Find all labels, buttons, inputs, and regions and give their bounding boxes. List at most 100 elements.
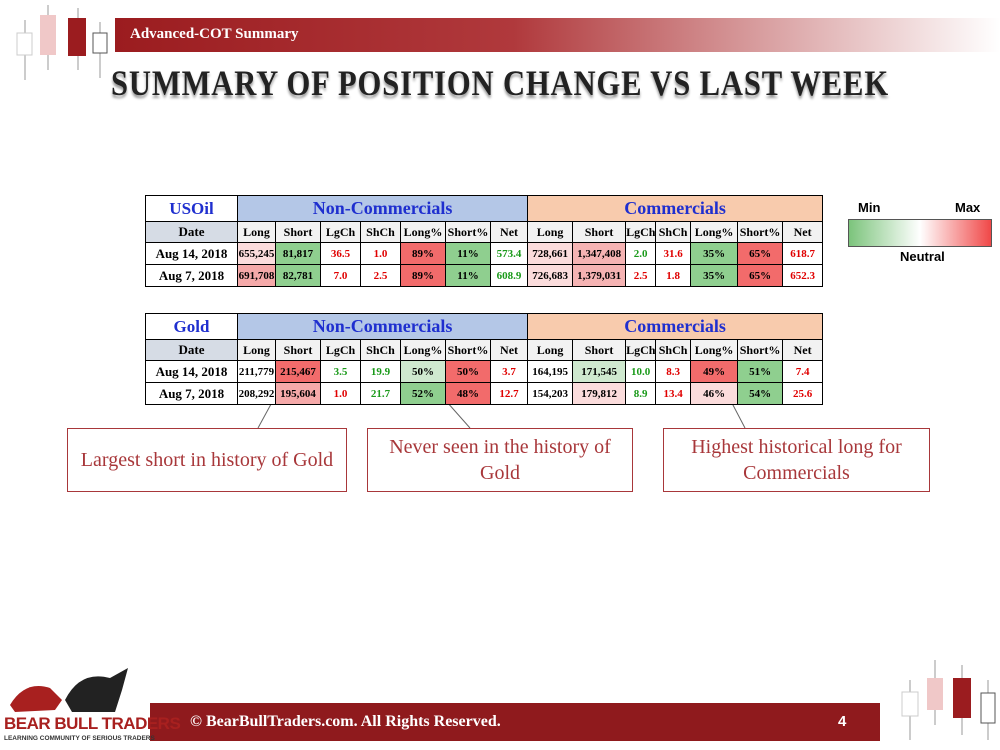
value-cell: 652.3 (782, 264, 824, 287)
column-header: Short% (445, 221, 491, 243)
value-cell: 36.5 (320, 242, 361, 265)
value-cell: 7.4 (782, 360, 824, 383)
value-cell: 7.0 (320, 264, 361, 287)
value-cell: 179,812 (572, 382, 627, 405)
value-cell: 3.7 (489, 360, 529, 383)
column-header: LgCh (320, 339, 361, 361)
value-cell: 8.3 (655, 360, 692, 383)
data-table: Gold Non-Commercials Commercials Date Long Sh… (145, 313, 824, 405)
column-header: LgCh (320, 221, 361, 243)
value-cell: 154,203 (527, 382, 574, 405)
group-row: USOil Non-Commercials Commercials (145, 195, 824, 222)
value-cell: 89% (400, 264, 446, 287)
legend-min: Min (858, 200, 881, 215)
value-cell: 11% (445, 264, 491, 287)
value-cell: 2.5 (625, 264, 657, 287)
value-cell: 10.0 (625, 360, 657, 383)
footer-bar (150, 703, 880, 741)
column-header: LgCh (625, 221, 657, 243)
date-cell: Aug 14, 2018 (145, 242, 238, 265)
column-header: Short% (737, 339, 784, 361)
value-cell: 82,781 (275, 264, 321, 287)
value-cell: 1.0 (360, 242, 401, 265)
column-header: Date (145, 339, 238, 361)
column-header: Net (782, 221, 824, 243)
value-cell: 1,379,031 (572, 264, 627, 287)
value-cell: 35% (690, 264, 739, 287)
column-header: Net (782, 339, 824, 361)
data-row: Aug 7, 2018 208,292 195,604 1.0 21.7 52% 48% 12… (145, 382, 824, 405)
table-name: Gold (145, 313, 238, 340)
column-row: Date Long Short LgCh ShCh Long% Short% Net Long S… (145, 221, 824, 243)
value-cell: 1.0 (320, 382, 361, 405)
slide-title: SUMMARY OF POSITION CHANGE VS LAST WEEK (111, 63, 889, 103)
column-header: Long% (400, 339, 446, 361)
date-cell: Aug 7, 2018 (145, 264, 238, 287)
group-header: Commercials (527, 313, 824, 340)
value-cell: 13.4 (655, 382, 692, 405)
column-header: Net (489, 339, 529, 361)
value-cell: 35% (690, 242, 739, 265)
group-row: Gold Non-Commercials Commercials (145, 313, 824, 340)
value-cell: 726,683 (527, 264, 574, 287)
data-row: Aug 14, 2018 211,779 215,467 3.5 19.9 50% 50% 3… (145, 360, 824, 383)
value-cell: 25.6 (782, 382, 824, 405)
value-cell: 211,779 (237, 360, 276, 383)
value-cell: 2.0 (625, 242, 657, 265)
legend-gradient (848, 219, 992, 247)
data-table: USOil Non-Commercials Commercials Date Long S… (145, 195, 824, 287)
callout: Largest short in history of Gold (67, 428, 347, 492)
value-cell: 655,245 (237, 242, 276, 265)
column-header: ShCh (360, 339, 401, 361)
legend-max: Max (955, 200, 981, 215)
value-cell: 195,604 (275, 382, 321, 405)
value-cell: 49% (690, 360, 739, 383)
logo-tagline: LEARNING COMMUNITY OF SERIOUS TRADERS (4, 735, 155, 742)
value-cell: 11% (445, 242, 491, 265)
value-cell: 51% (737, 360, 784, 383)
value-cell: 50% (400, 360, 446, 383)
logo-text: BEAR BULL TRADERS (4, 714, 181, 733)
column-header: Long (527, 221, 574, 243)
date-cell: Aug 7, 2018 (145, 382, 238, 405)
value-cell: 215,467 (275, 360, 321, 383)
column-header: Short (275, 339, 321, 361)
value-cell: 48% (445, 382, 491, 405)
value-cell: 8.9 (625, 382, 657, 405)
group-header: Non-Commercials (236, 195, 529, 222)
column-header: Short (572, 221, 627, 243)
value-cell: 1.8 (655, 264, 692, 287)
group-header: Commercials (527, 195, 824, 222)
callout: Never seen in the history of Gold (367, 428, 633, 492)
value-cell: 21.7 (360, 382, 401, 405)
value-cell: 52% (400, 382, 446, 405)
column-header: Date (145, 221, 238, 243)
header-banner (115, 18, 1000, 52)
column-header: Short% (445, 339, 491, 361)
value-cell: 89% (400, 242, 446, 265)
value-cell: 46% (690, 382, 739, 405)
value-cell: 3.5 (320, 360, 361, 383)
table-name: USOil (145, 195, 238, 222)
value-cell: 31.6 (655, 242, 692, 265)
value-cell: 1,347,408 (572, 242, 627, 265)
column-header: Net (489, 221, 529, 243)
value-cell: 54% (737, 382, 784, 405)
value-cell: 208,292 (237, 382, 276, 405)
group-header: Non-Commercials (236, 313, 529, 340)
column-header: Long% (690, 339, 739, 361)
section-label: Advanced-COT Summary (130, 26, 299, 42)
value-cell: 728,661 (527, 242, 574, 265)
value-cell: 691,708 (237, 264, 276, 287)
value-cell: 65% (737, 264, 784, 287)
column-header: ShCh (655, 339, 692, 361)
callout: Highest historical long for Commercials (663, 428, 930, 492)
column-header: Short (572, 339, 627, 361)
page-number: 4 (838, 713, 847, 730)
value-cell: 19.9 (360, 360, 401, 383)
value-cell: 608.9 (489, 264, 529, 287)
column-header: LgCh (625, 339, 657, 361)
column-header: Short (275, 221, 321, 243)
